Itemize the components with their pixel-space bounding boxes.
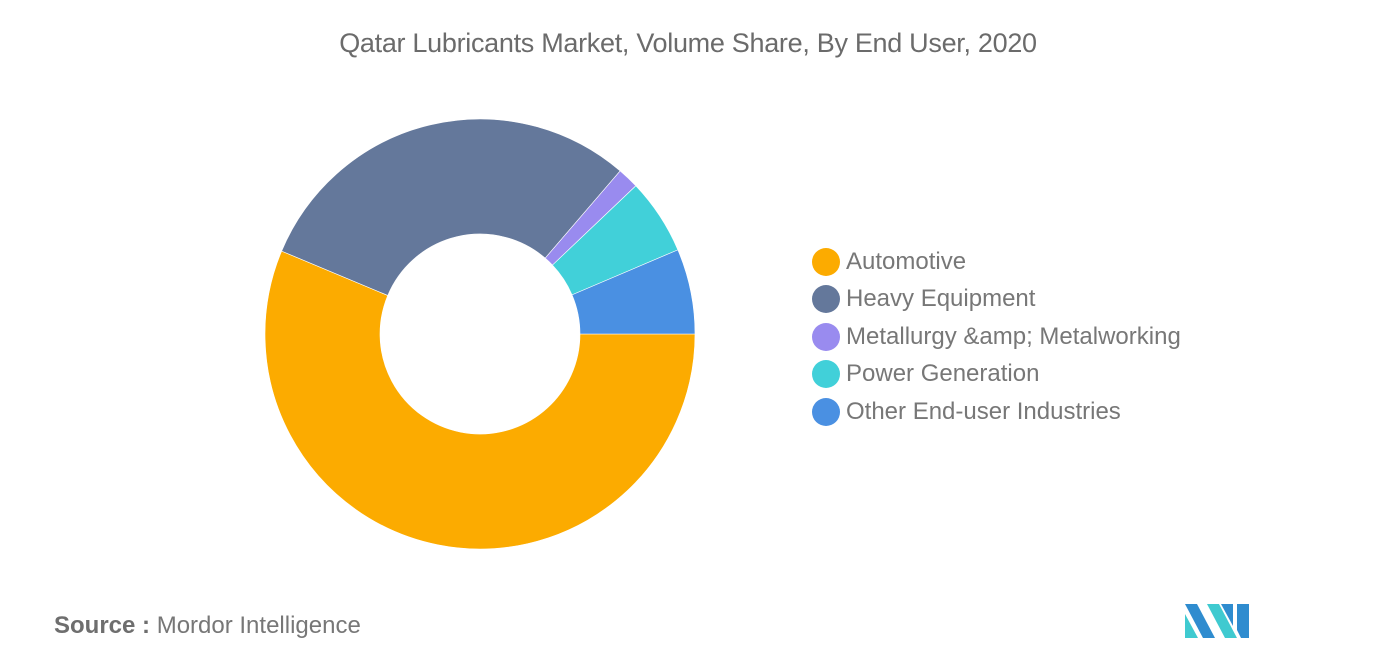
donut-segment-automotive[interactable]: [264, 250, 696, 550]
chart-legend: Automotive Heavy Equipment Metallurgy &a…: [812, 243, 1181, 431]
legend-label: Other End-user Industries: [846, 397, 1121, 425]
legend-item-other[interactable]: Other End-user Industries: [812, 393, 1181, 431]
legend-label: Heavy Equipment: [846, 285, 1036, 313]
legend-label: Power Generation: [846, 360, 1040, 388]
donut-segment-heavy-equipment[interactable]: [281, 118, 621, 296]
legend-item-metallurgy[interactable]: Metallurgy &amp; Metalworking: [812, 318, 1181, 356]
legend-item-heavy-equipment[interactable]: Heavy Equipment: [812, 281, 1181, 319]
source-value: Mordor Intelligence: [156, 612, 361, 639]
legend-swatch-icon: [812, 247, 840, 276]
legend-swatch-icon: [812, 360, 840, 389]
donut-segment-other-end-user-industries[interactable]: [571, 249, 696, 335]
source-note: Source : Mordor Intelligence: [54, 612, 361, 640]
source-label: Source :: [54, 612, 151, 639]
chart-title: Qatar Lubricants Market, Volume Share, B…: [339, 28, 1037, 58]
legend-swatch-icon: [812, 397, 840, 426]
legend-item-automotive[interactable]: Automotive: [812, 243, 1181, 281]
legend-swatch-icon: [812, 322, 840, 351]
mordor-intelligence-logo-icon: [1185, 604, 1249, 638]
legend-label: Automotive: [846, 247, 967, 275]
legend-item-power-generation[interactable]: Power Generation: [812, 356, 1181, 394]
legend-swatch-icon: [812, 285, 840, 314]
legend-label: Metallurgy &amp; Metalworking: [846, 322, 1181, 350]
